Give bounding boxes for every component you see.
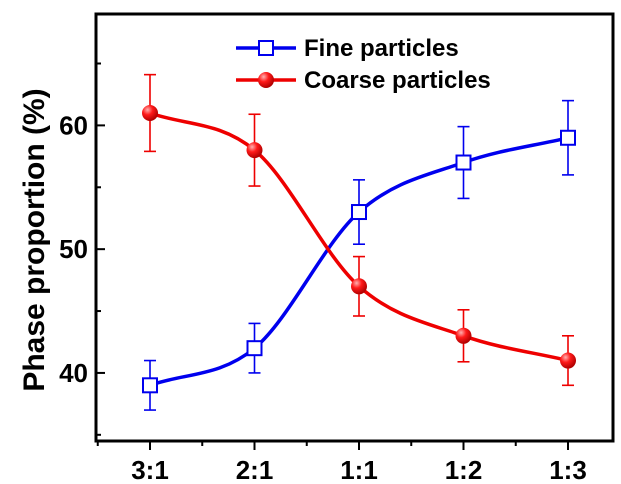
y-tick-label: 40 [59,358,88,388]
x-tick-label: 1:3 [549,455,587,484]
x-tick-label: 1:1 [340,455,378,484]
axes: 40 50 60 3:1 2:1 1:1 1:2 1:3 [59,12,615,484]
data-point-fine [455,154,472,171]
plot-frame [94,12,615,443]
data-point-coarse [455,327,472,344]
data-point-fine [142,377,158,394]
data-point-fine [246,340,263,357]
legend-label-fine: Fine particles [304,35,459,62]
y-axis-title: Phase proportion (%) [18,88,51,391]
data-point-fine [560,129,576,146]
legend-label-coarse: Coarse particles [304,67,491,94]
y-tick-label: 60 [59,110,88,140]
x-tick-label: 1:2 [445,455,483,484]
plot-area [142,73,576,411]
legend-marker-fine [258,40,274,56]
data-point-coarse [246,142,263,159]
data-point-coarse [560,352,576,369]
data-point-coarse [142,105,158,122]
y-tick-label: 50 [59,234,88,264]
x-tick-label: 3:1 [131,455,169,484]
legend: Fine particles Coarse particles [236,35,491,94]
legend-marker-coarse [258,72,274,88]
x-tick-label: 2:1 [236,455,274,484]
data-point-fine [351,204,367,221]
data-point-coarse [351,278,367,295]
